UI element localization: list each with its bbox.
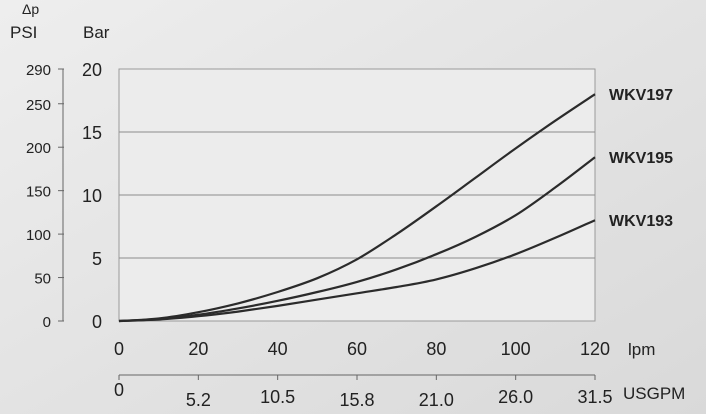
bar-tick-label: 15 <box>82 123 102 143</box>
delta-p-label: Δp <box>22 1 39 17</box>
x2-tick-label: 0 <box>114 380 124 400</box>
bar-unit-label: Bar <box>83 23 110 42</box>
series-label-wkv197: WKV197 <box>609 87 673 104</box>
x-tick-label: 40 <box>268 339 288 359</box>
x-unit-label: lpm <box>628 340 655 359</box>
series-line-wkv193 <box>118 219 596 323</box>
x2-tick-label: 26.0 <box>498 387 533 407</box>
x-tick-label: 120 <box>580 339 610 359</box>
series-label-wkv195: WKV195 <box>609 150 673 167</box>
bar-axis: 0 5 10 15 20 <box>82 60 102 332</box>
x2-unit-label: USGPM <box>623 384 685 403</box>
psi-tick-label: 290 <box>26 62 51 79</box>
x2-tick-label: 15.8 <box>339 390 374 410</box>
x-tick-label: 80 <box>426 339 446 359</box>
x-tick-label: 60 <box>347 339 367 359</box>
psi-axis: 0 50 100 150 200 250 290 <box>26 62 64 331</box>
series-line-wkv195 <box>118 156 596 323</box>
grid-lines <box>119 131 595 259</box>
x-axis-lpm: 0 20 40 60 80 100 120 <box>114 339 610 359</box>
bar-tick-label: 10 <box>82 186 102 206</box>
x-tick-label: 20 <box>188 339 208 359</box>
series-labels: WKV197 WKV195 WKV193 <box>609 87 673 230</box>
x2-tick-label: 31.5 <box>577 387 612 407</box>
bar-tick-label: 20 <box>82 60 102 80</box>
psi-tick-label: 250 <box>26 97 51 114</box>
psi-tick-label: 200 <box>26 140 51 157</box>
series-label-wkv193: WKV193 <box>609 213 673 230</box>
x2-tick-label: 10.5 <box>260 387 295 407</box>
psi-unit-label: PSI <box>10 23 37 42</box>
series-lines <box>118 93 596 323</box>
x-axis-usgpm: 0 5.2 10.5 15.8 21.0 26.0 31.5 <box>114 374 613 410</box>
psi-tick-label: 50 <box>34 271 51 288</box>
x-tick-label: 100 <box>501 339 531 359</box>
psi-tick-label: 150 <box>26 184 51 201</box>
x2-tick-label: 5.2 <box>186 390 211 410</box>
psi-tick-label: 0 <box>43 314 51 331</box>
series-line-wkv197 <box>118 93 596 323</box>
psi-tick-label: 100 <box>26 227 51 244</box>
bar-tick-label: 0 <box>92 312 102 332</box>
x2-tick-label: 21.0 <box>419 390 454 410</box>
x-tick-label: 0 <box>114 339 124 359</box>
bar-tick-label: 5 <box>92 249 102 269</box>
